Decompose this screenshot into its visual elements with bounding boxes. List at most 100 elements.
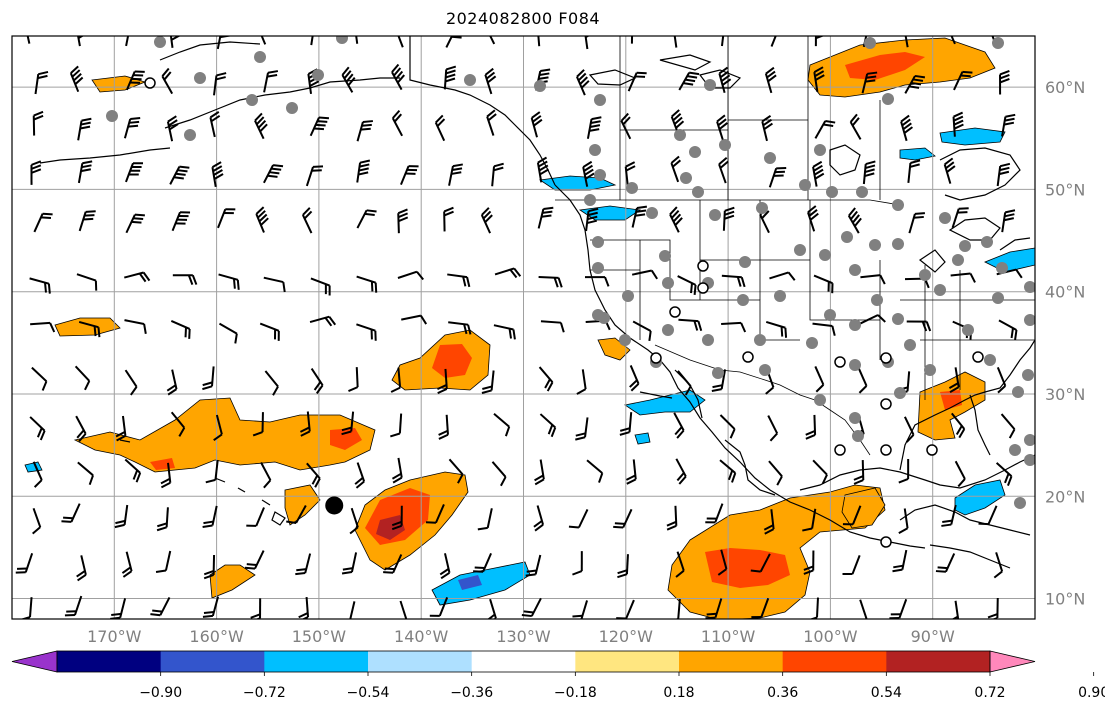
wind-barb	[155, 550, 172, 573]
wind-barb	[677, 275, 697, 295]
wind-barb	[954, 460, 966, 488]
wind-barb	[309, 116, 330, 137]
wind-barb	[842, 505, 862, 526]
wind-barb	[356, 323, 377, 341]
wind-barb	[477, 508, 493, 531]
wind-barb	[341, 411, 355, 436]
wind-barb	[202, 366, 215, 391]
colorbar-tick-label: −0.36	[450, 685, 493, 701]
wind-barb	[32, 461, 43, 488]
wind-barb	[586, 459, 604, 483]
wind-barb	[124, 458, 142, 483]
wind-barb	[166, 369, 178, 396]
station-dot	[952, 254, 964, 266]
colorbar-extend-low	[11, 650, 58, 673]
station-open-dot	[880, 352, 892, 364]
station-dot	[824, 309, 836, 321]
station-open-dot	[650, 352, 662, 364]
wind-barb	[1001, 209, 1016, 233]
colorbar-extend-high	[989, 650, 1036, 673]
wind-barb	[77, 160, 93, 184]
wind-barb	[1000, 413, 1016, 439]
wind-barb	[585, 207, 599, 232]
colorbar-segment	[471, 651, 576, 672]
wind-barb	[769, 271, 796, 281]
wind-barb	[425, 504, 445, 524]
station-dot	[806, 337, 818, 349]
wind-barb	[584, 276, 610, 287]
station-dot	[756, 202, 768, 214]
wind-barb	[586, 116, 602, 139]
wind-barb	[995, 462, 1013, 486]
wind-barb	[124, 271, 151, 283]
wind-barb	[447, 273, 471, 288]
wind-barb	[494, 267, 522, 279]
station-dot	[589, 144, 601, 156]
wind-barb	[575, 417, 589, 441]
wind-barb	[767, 415, 779, 442]
wind-barb	[900, 114, 914, 142]
wind-barb	[813, 274, 834, 294]
wind-barb	[631, 205, 648, 228]
station-open-dot	[144, 77, 156, 89]
wind-barb	[31, 366, 48, 391]
wind-barb	[625, 459, 637, 485]
station-dot	[992, 292, 1004, 304]
map-area	[11, 35, 1036, 620]
wind-barb	[356, 120, 373, 142]
station-dot	[1012, 386, 1024, 398]
lon-tick-label: 160°W	[189, 627, 244, 646]
station-dot	[819, 249, 831, 261]
station-dot	[719, 139, 731, 151]
wind-barb	[627, 71, 647, 92]
station-open-dot	[880, 444, 892, 456]
wind-barb	[898, 508, 909, 535]
wind-barb	[170, 320, 191, 339]
wind-barb	[29, 416, 46, 441]
wind-barb	[620, 112, 632, 140]
wind-barb	[76, 555, 87, 582]
wind-barb	[150, 596, 171, 617]
wind-barb	[814, 120, 836, 139]
station-dot	[919, 269, 931, 281]
wind-barb	[631, 269, 658, 280]
colorbar-segment	[886, 651, 991, 672]
wind-barb	[341, 552, 358, 575]
station-dot	[959, 240, 971, 252]
wind-barb	[306, 462, 321, 488]
lat-tick-label: 60°N	[1045, 78, 1085, 97]
graticule	[12, 36, 1035, 619]
wind-barb	[718, 66, 732, 94]
wind-barb	[301, 207, 313, 234]
wind-barb	[998, 319, 1018, 341]
lon-tick-label: 110°W	[701, 627, 756, 646]
wind-barb	[847, 207, 862, 234]
wind-barb	[812, 459, 828, 485]
station-dot	[939, 212, 951, 224]
wind-barb	[30, 160, 42, 185]
wind-barb	[263, 276, 286, 293]
wind-barb	[935, 553, 956, 573]
wind-barb	[263, 70, 279, 93]
station-open-dot	[669, 306, 681, 318]
wind-barb	[763, 509, 775, 535]
wind-barb	[78, 210, 96, 232]
station-dot	[704, 79, 716, 91]
wind-barb	[493, 412, 511, 437]
station-dot	[312, 69, 324, 81]
colorbar-segment	[368, 651, 473, 672]
wind-barb	[530, 111, 543, 138]
wind-barb	[525, 554, 542, 577]
station-dot	[709, 209, 721, 221]
wind-barb	[397, 36, 404, 48]
wind-barb	[354, 462, 366, 489]
wind-barb	[438, 414, 449, 440]
wind-barb	[254, 112, 268, 140]
wind-barb	[349, 507, 359, 535]
wind-barb	[904, 74, 926, 94]
colorbar-tick-label: 0.90	[1078, 685, 1105, 701]
station-dot	[981, 236, 993, 248]
station-dot	[712, 367, 724, 379]
wind-barb	[978, 505, 998, 526]
wind-barb	[999, 69, 1010, 95]
